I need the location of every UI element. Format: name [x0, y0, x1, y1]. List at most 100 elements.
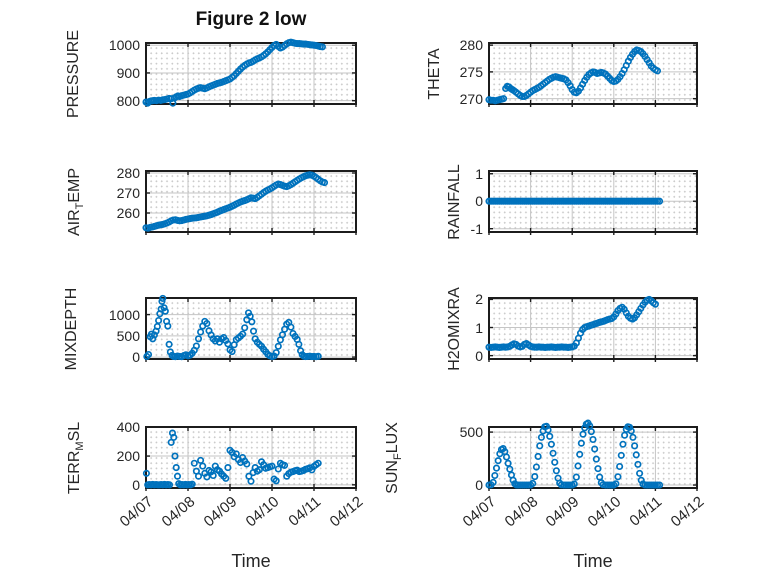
- data-point: [631, 442, 639, 450]
- y-axis-label-part: SL: [65, 421, 83, 441]
- data-point: [531, 473, 539, 481]
- data-point: [142, 469, 150, 477]
- data-point: [164, 322, 172, 330]
- data-point: [170, 433, 178, 441]
- data-point: [203, 319, 211, 328]
- scatter-series-THETA: [485, 46, 662, 105]
- data-point: [192, 342, 200, 350]
- y-tick-label: 900: [116, 64, 140, 81]
- data-point: [591, 445, 599, 453]
- data-point: [656, 481, 664, 489]
- data-point: [222, 474, 230, 482]
- data-point: [197, 328, 205, 336]
- data-point: [171, 452, 179, 460]
- y-tick-label: 270: [459, 90, 483, 107]
- data-point: [536, 442, 544, 450]
- y-tick-label: 1000: [108, 37, 140, 54]
- y-tick-label: 0: [475, 347, 483, 364]
- data-point: [248, 318, 256, 326]
- data-point: [549, 449, 557, 457]
- y-tick-label: 280: [116, 165, 140, 181]
- data-point: [529, 479, 537, 487]
- scatter-series-TERR_MSL: [142, 429, 322, 489]
- y-axis-label-part: EMP: [65, 167, 83, 203]
- y-tick-label: 500: [116, 327, 140, 344]
- data-point: [596, 473, 604, 481]
- data-point: [532, 463, 540, 471]
- y-axis-label-H2OMIXRA: H2OMIXRA: [446, 287, 464, 371]
- data-point: [165, 340, 173, 348]
- data-point: [636, 469, 644, 477]
- y-tick-label: 275: [459, 63, 483, 80]
- scatter-series-RAINFALL: [485, 197, 664, 205]
- y-axis-label-part: LUX: [383, 421, 401, 453]
- subplot-AIR_TEMP: 260 270 280 AIRTEMP: [66, 165, 357, 236]
- data-point: [295, 340, 303, 348]
- data-point: [612, 480, 620, 488]
- figure-title: Figure 2 low: [195, 9, 307, 30]
- data-point: [165, 481, 174, 489]
- y-axis-label-part: H2OMIXRA: [446, 286, 463, 371]
- plot-area-H2OMIXRA: [485, 295, 698, 362]
- subplot-TERR_MSL: 0 200 400 TERRMSL 04/07 04/08 04/09 04/10 04/11 0…: [66, 419, 366, 530]
- y-tick-label: -1: [470, 220, 483, 237]
- plot-area-PRESSURE: [142, 38, 357, 107]
- x-axis-label-right: Time: [573, 551, 613, 571]
- data-point: [577, 439, 585, 447]
- data-point: [574, 462, 582, 470]
- data-point: [249, 327, 258, 335]
- data-point: [552, 467, 560, 475]
- data-point: [500, 95, 508, 103]
- data-point: [656, 197, 664, 205]
- data-point: [232, 450, 240, 458]
- data-point: [194, 472, 203, 480]
- subplot-THETA: 270 275 280 THETA: [426, 37, 698, 107]
- data-point: [188, 480, 196, 488]
- y-tick-label: 400: [116, 419, 140, 436]
- subplot-PRESSURE: 800 900 1000 PRESSURE: [65, 29, 357, 118]
- axes-box: [488, 297, 698, 360]
- axes-box: [145, 170, 357, 233]
- y-tick-label: 0: [132, 476, 140, 493]
- axes-box: [145, 297, 357, 360]
- y-axis-label-part: TERR: [65, 450, 83, 494]
- data-point: [576, 450, 584, 458]
- subplot-MIXDEPTH: 0 500 1000 MIXDEPTH: [63, 287, 357, 370]
- y-axis-label-part: PRESSURE: [65, 29, 82, 118]
- data-point: [272, 477, 280, 485]
- y-tick-label: 0: [475, 193, 483, 210]
- plot-area-SUN_FLUX: [485, 419, 698, 491]
- y-axis-label-part: M: [74, 440, 87, 451]
- data-point: [489, 478, 497, 486]
- data-point: [551, 458, 559, 466]
- scatter-series-H2OMIXRA: [485, 295, 659, 352]
- data-point: [491, 471, 499, 480]
- data-point: [537, 433, 545, 441]
- data-point: [173, 472, 182, 480]
- axes-box: [488, 42, 698, 105]
- y-tick-label: 280: [459, 37, 483, 54]
- data-point: [224, 464, 232, 472]
- data-point: [197, 456, 205, 464]
- data-point: [594, 465, 602, 473]
- x-axis-label-left: Time: [231, 551, 271, 571]
- data-point: [172, 464, 180, 472]
- subplot-RAINFALL: -1 0 1 RAINFALL: [446, 164, 698, 239]
- data-point: [268, 462, 276, 470]
- data-point: [579, 430, 587, 438]
- y-tick-label: 800: [116, 92, 140, 109]
- data-point: [506, 465, 514, 473]
- data-point: [546, 432, 554, 440]
- data-point: [572, 473, 580, 481]
- data-point: [194, 335, 203, 343]
- data-point: [199, 462, 207, 470]
- scatter-series-AIR_TEMP: [142, 171, 329, 232]
- y-axis-label-part: T: [74, 202, 87, 209]
- data-point: [272, 349, 280, 357]
- data-point: [632, 451, 640, 459]
- y-tick-label: 0: [475, 477, 483, 494]
- data-point: [314, 352, 322, 360]
- data-point: [614, 473, 622, 481]
- data-point: [619, 440, 627, 448]
- data-point: [587, 428, 595, 436]
